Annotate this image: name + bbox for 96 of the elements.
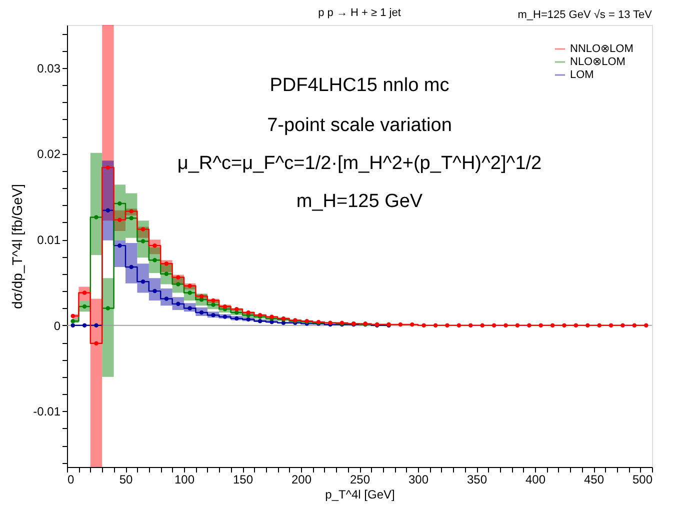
x-tick-label: 450 — [584, 472, 604, 486]
x-tick-label: 0 — [68, 472, 74, 486]
point — [550, 323, 555, 328]
point — [140, 227, 146, 232]
annotation: 7-point scale variation — [267, 115, 452, 136]
point — [70, 314, 75, 318]
point — [574, 323, 578, 328]
y-axis-title: dσ/dp_T^4l [fb/GeV] — [9, 184, 26, 309]
point — [504, 323, 508, 328]
x-tick-label: 50 — [119, 472, 133, 486]
point — [211, 312, 216, 318]
y-tick-label: 0.01 — [37, 233, 61, 248]
point — [468, 323, 473, 328]
y-tick-label: 0.03 — [37, 61, 61, 76]
point — [106, 208, 110, 212]
point — [188, 290, 192, 295]
point — [106, 165, 110, 170]
point — [188, 306, 192, 310]
point — [608, 323, 614, 328]
legend-label: NNLO⊗LOM — [570, 43, 634, 55]
point — [527, 323, 532, 328]
chart-title: p p → H + ≥ 1 jet — [318, 7, 401, 19]
point — [456, 323, 462, 328]
point — [234, 306, 239, 312]
x-tick-label: 400 — [525, 472, 546, 486]
point — [82, 323, 87, 328]
point — [538, 323, 543, 328]
point — [258, 318, 262, 324]
point — [199, 294, 204, 298]
point — [222, 314, 228, 319]
point — [94, 215, 98, 220]
point — [176, 302, 180, 306]
point — [433, 323, 438, 328]
point — [129, 216, 134, 220]
point — [129, 209, 134, 214]
point — [222, 304, 228, 309]
point — [199, 310, 204, 315]
annotation: μ_R^c=μ_F^c=1/2·[m_H^2+(p_T^H)^2]^1/2 — [177, 153, 542, 174]
point — [152, 258, 157, 262]
point — [644, 323, 648, 328]
point — [480, 323, 484, 328]
point — [118, 201, 122, 206]
point — [445, 323, 450, 328]
point — [164, 272, 169, 276]
point — [176, 282, 180, 286]
annotation: PDF4LHC15 nnlo mc — [270, 75, 450, 96]
point — [632, 323, 637, 328]
x-tick-label: 250 — [350, 472, 370, 486]
point — [270, 320, 274, 324]
point — [70, 323, 75, 328]
x-tick-label: 350 — [466, 472, 488, 486]
x-tick-label: 300 — [408, 472, 429, 486]
point — [176, 275, 180, 280]
point — [398, 322, 403, 327]
x-tick-label: 200 — [291, 472, 312, 486]
point — [106, 306, 110, 310]
x-tick-label: 500 — [632, 472, 653, 486]
x-tick-label: 100 — [174, 472, 195, 486]
point — [152, 243, 157, 248]
legend-label: LOM — [570, 69, 594, 81]
point — [562, 323, 566, 328]
point — [94, 323, 98, 328]
point — [234, 316, 239, 321]
point — [586, 323, 590, 328]
point — [597, 323, 602, 328]
x-tick-label: 150 — [232, 472, 254, 486]
point — [410, 322, 414, 327]
point — [515, 323, 520, 328]
annotation: m_H=125 GeV — [296, 191, 423, 212]
point — [70, 318, 75, 324]
legend-label: NLO⊗LOM — [570, 56, 626, 68]
point — [164, 261, 169, 266]
point — [82, 304, 87, 309]
point — [492, 323, 496, 328]
point — [211, 298, 216, 303]
point — [82, 290, 87, 295]
y-tick-label: 0.02 — [37, 147, 61, 162]
point — [140, 239, 146, 244]
point — [94, 341, 98, 346]
point — [211, 302, 216, 307]
y-tick-label: -0.01 — [33, 404, 61, 419]
point — [152, 288, 157, 294]
point — [234, 310, 239, 315]
point — [246, 310, 250, 315]
point — [129, 264, 134, 270]
y-tick-label: 0 — [54, 318, 61, 333]
x-axis-title: p_T^4l [GeV] — [325, 488, 395, 502]
point — [118, 218, 122, 222]
point — [188, 284, 192, 288]
point — [164, 296, 169, 301]
point — [140, 280, 146, 284]
point — [422, 323, 426, 328]
text: m_H=125 GeV √s = 13 TeV — [518, 9, 653, 21]
point — [246, 317, 250, 322]
point — [118, 243, 122, 248]
point — [620, 323, 625, 328]
